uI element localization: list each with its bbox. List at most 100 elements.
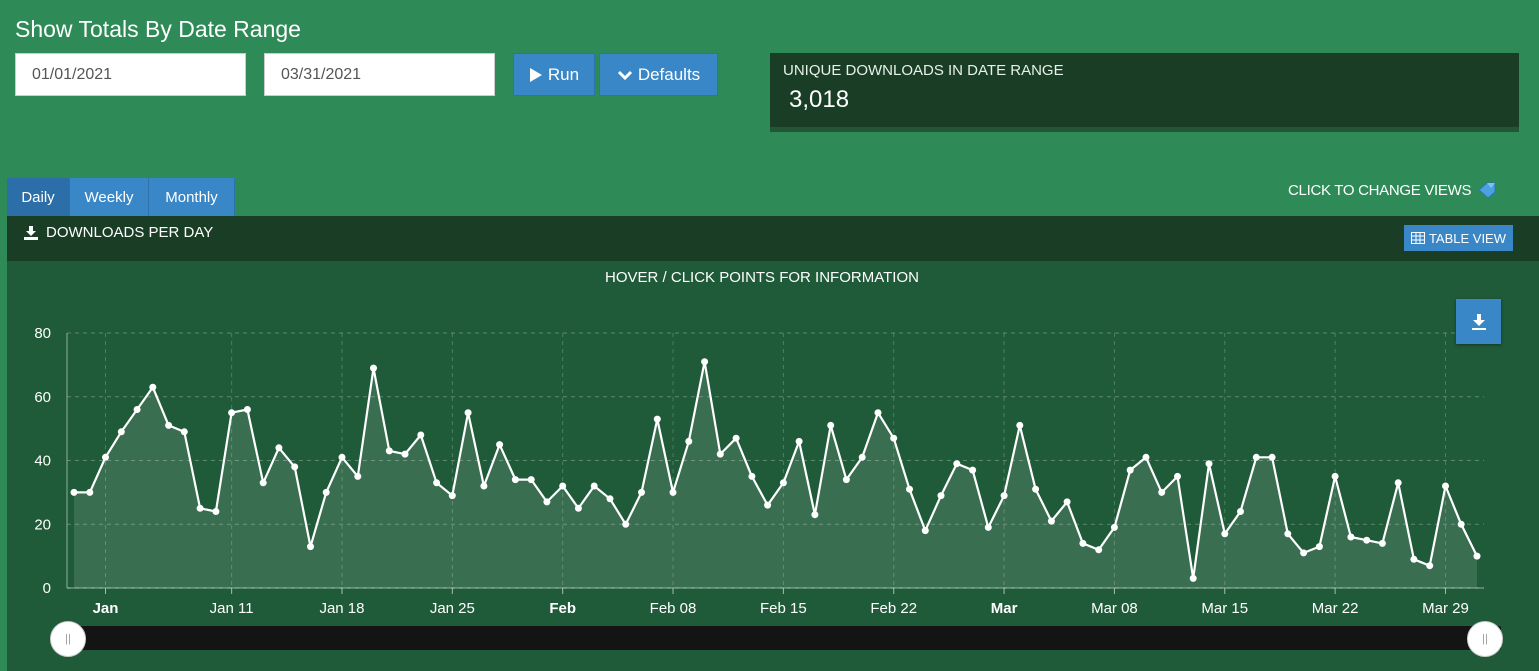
data-point <box>417 431 425 439</box>
start-date-input[interactable] <box>15 53 246 96</box>
data-point <box>1300 549 1308 557</box>
table-view-button[interactable]: TABLE VIEW <box>1403 225 1513 251</box>
data-point <box>259 479 267 487</box>
data-point <box>1221 530 1229 538</box>
data-point <box>385 447 393 455</box>
data-point <box>307 543 314 551</box>
x-tick-label: Feb 22 <box>870 600 917 617</box>
tab-daily[interactable]: Daily <box>7 178 70 216</box>
play-icon <box>529 67 542 82</box>
data-point <box>969 466 977 474</box>
data-point <box>1426 562 1434 570</box>
x-tick-label: Feb <box>549 600 576 617</box>
download-icon <box>1471 313 1486 330</box>
data-point <box>275 444 283 452</box>
x-tick-label: Feb 15 <box>760 600 807 617</box>
x-tick-label: Feb 08 <box>650 600 697 617</box>
x-tick-label: Jan 25 <box>430 600 475 617</box>
data-point <box>1473 552 1481 560</box>
data-point <box>701 358 709 366</box>
data-point <box>243 406 251 413</box>
data-point <box>606 495 614 503</box>
data-point <box>779 479 787 487</box>
pointer-icon <box>1478 182 1496 199</box>
stat-label: UNIQUE DOWNLOADS IN DATE RANGE <box>783 62 1064 79</box>
change-views-hint[interactable]: CLICK TO CHANGE VIEWS <box>1288 180 1499 200</box>
x-tick-label: Mar <box>991 600 1018 617</box>
data-point <box>1095 546 1103 554</box>
panel-header: DOWNLOADS PER DAY TABLE VIEW <box>7 216 1539 261</box>
unique-downloads-stat: UNIQUE DOWNLOADS IN DATE RANGE 3,018 <box>770 53 1519 132</box>
data-point <box>1063 498 1071 506</box>
data-point <box>748 472 756 480</box>
data-point <box>921 527 929 535</box>
x-tick-label: Mar 15 <box>1201 600 1248 617</box>
data-point <box>464 409 472 417</box>
page-title: Show Totals By Date Range <box>15 16 301 42</box>
data-point <box>1016 421 1024 429</box>
data-point <box>86 488 94 496</box>
data-point <box>1237 508 1244 515</box>
export-button[interactable] <box>1456 299 1501 344</box>
data-point <box>1442 482 1449 490</box>
data-point <box>732 434 740 442</box>
series-line <box>74 360 1478 580</box>
data-point <box>480 482 488 490</box>
range-handle-left[interactable]: || <box>50 621 86 657</box>
tab-monthly[interactable]: Monthly <box>149 178 235 216</box>
data-point <box>1347 533 1355 541</box>
defaults-button[interactable]: Defaults <box>599 53 718 96</box>
data-point <box>180 428 188 436</box>
table-view-label: TABLE VIEW <box>1428 230 1506 246</box>
data-point <box>953 460 961 468</box>
data-point <box>827 421 835 429</box>
data-point <box>338 453 346 461</box>
data-point <box>858 453 866 461</box>
end-date-input[interactable] <box>264 53 495 96</box>
data-point <box>433 479 441 487</box>
data-point <box>496 441 504 449</box>
data-point <box>937 492 945 500</box>
data-point <box>1079 539 1087 547</box>
data-point <box>811 511 819 519</box>
data-point <box>117 428 125 436</box>
change-views-label: CLICK TO CHANGE VIEWS <box>1288 181 1472 199</box>
data-point <box>1205 460 1213 468</box>
data-point <box>1047 517 1055 525</box>
y-tick-label: 40 <box>34 453 51 470</box>
series-area <box>74 361 1477 588</box>
data-point <box>1394 479 1402 487</box>
x-tick-label: Mar 22 <box>1312 600 1359 617</box>
data-point <box>590 482 598 490</box>
run-button[interactable]: Run <box>513 53 595 96</box>
defaults-button-label: Defaults <box>637 64 701 84</box>
panel-title-label: DOWNLOADS PER DAY <box>46 224 214 241</box>
data-point <box>716 450 724 458</box>
y-tick-label: 20 <box>34 516 51 533</box>
chart-area: 0 20 40 60 80 Jan Jan 11 Jan 18 Jan 25 Feb Feb 08 F… <box>7 261 1539 671</box>
chart-subtitle: HOVER / CLICK POINTS FOR INFORMATION <box>605 269 919 286</box>
tab-weekly[interactable]: Weekly <box>70 178 149 216</box>
download-icon <box>24 225 38 240</box>
x-tick-label: Jan 11 <box>210 600 254 617</box>
data-point <box>1331 472 1339 480</box>
data-point <box>196 504 204 512</box>
data-point <box>1410 555 1418 563</box>
data-point <box>1126 466 1134 474</box>
range-navigator[interactable] <box>67 626 1501 650</box>
data-point <box>322 488 330 496</box>
x-tick-label: Jan <box>93 600 119 617</box>
data-point <box>1032 485 1040 493</box>
data-point <box>795 437 803 445</box>
data-point <box>638 488 645 496</box>
data-point <box>1189 574 1197 582</box>
y-tick-label: 0 <box>43 580 51 597</box>
data-point <box>228 409 236 417</box>
range-handle-right[interactable]: || <box>1467 621 1503 657</box>
data-point <box>1378 539 1386 547</box>
x-tick-label: Mar 29 <box>1422 600 1469 617</box>
data-point <box>401 450 409 458</box>
data-point <box>133 406 141 413</box>
y-tick-label: 60 <box>34 389 51 406</box>
data-point <box>354 472 362 480</box>
